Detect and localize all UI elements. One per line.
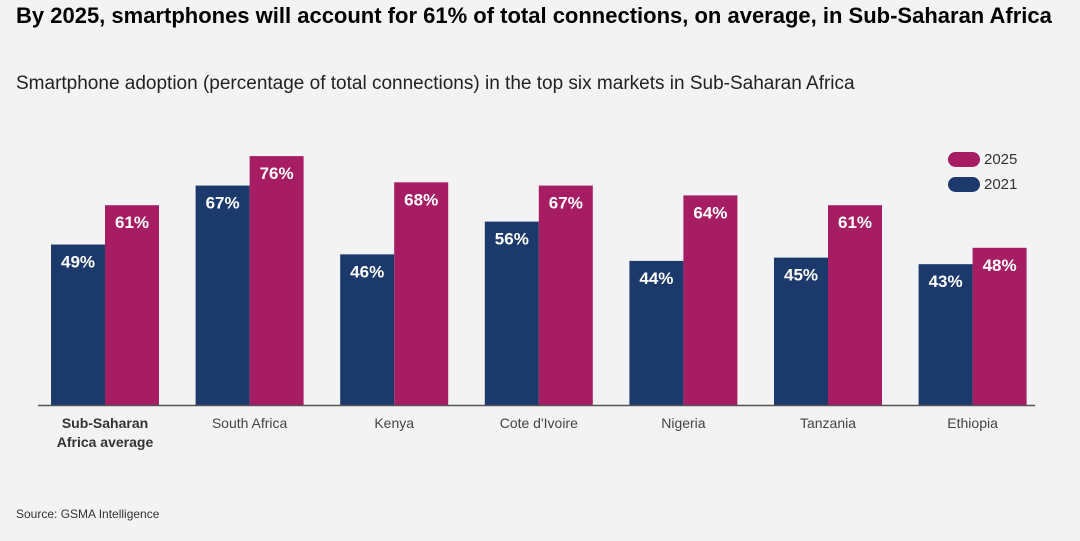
category-label-6: Ethiopia [947, 415, 998, 431]
category-label-1: South Africa [212, 415, 288, 431]
data-label-2025-6: 48% [983, 256, 1017, 275]
bar-2025-5 [828, 205, 882, 405]
category-label-line: South Africa [212, 415, 288, 431]
legend-label-2021: 2021 [984, 176, 1018, 193]
legend-label-2025: 2025 [984, 151, 1018, 168]
category-label-4: Nigeria [661, 415, 706, 431]
data-label-2021-2: 46% [350, 262, 384, 281]
legend-item-2025: 2025 [948, 147, 1017, 172]
legend: 2025 2021 [948, 147, 1017, 197]
bar-2025-1 [249, 156, 304, 405]
legend-item-2021: 2021 [948, 172, 1017, 197]
chart-title: By 2025, smartphones will account for 61… [16, 3, 1052, 28]
data-label-2025-0: 61% [115, 213, 149, 232]
bar-2021-6 [918, 264, 973, 405]
bar-chart: 49% 67% 46% 56% 44% 45% 43% 61% 76% 68% 67% 64% 61% 4… [38, 156, 1035, 450]
data-label-2021-5: 45% [784, 266, 818, 285]
data-label-2021-4: 44% [639, 269, 673, 288]
data-label-2021-3: 56% [495, 230, 529, 249]
category-label-3: Cote d'Ivoire [500, 415, 578, 431]
data-label-2025-3: 67% [549, 194, 583, 213]
data-label-2021-1: 67% [206, 194, 240, 213]
category-label-0: Sub-Saharan Africa average [57, 415, 154, 450]
category-label-line: Kenya [374, 415, 414, 431]
bar-2021-0 [51, 244, 105, 405]
category-label-line: Nigeria [661, 415, 706, 431]
data-label-2025-2: 68% [404, 190, 438, 209]
data-label-2025-5: 61% [838, 213, 872, 232]
bar-2025-2 [394, 182, 449, 405]
bar-2021-1 [195, 185, 250, 405]
category-label-2: Kenya [374, 415, 414, 431]
bar-2021-2 [340, 254, 395, 405]
category-label-line: Cote d'Ivoire [500, 415, 578, 431]
bar-2025-0 [105, 205, 159, 405]
source-note: Source: GSMA Intelligence [16, 507, 160, 521]
legend-swatch-2021 [948, 177, 980, 192]
bar-2021-4 [629, 260, 684, 405]
chart-subtitle: Smartphone adoption (percentage of total… [16, 73, 855, 94]
data-label-2021-6: 43% [929, 272, 963, 291]
data-label-2025-1: 76% [260, 164, 294, 183]
category-label-line: Africa average [57, 434, 154, 450]
data-label-2021-0: 49% [61, 253, 95, 272]
bar-2025-4 [683, 195, 738, 405]
category-label-line: Tanzania [800, 415, 856, 431]
category-label-line: Sub-Saharan [62, 415, 148, 431]
category-label-5: Tanzania [800, 415, 856, 431]
data-label-2025-4: 64% [693, 203, 727, 222]
legend-swatch-2025 [948, 152, 980, 167]
bar-2021-3 [484, 221, 539, 405]
bar-2025-3 [538, 185, 593, 405]
bar-2021-5 [774, 257, 828, 405]
bar-2025-6 [972, 247, 1027, 405]
category-label-line: Ethiopia [947, 415, 998, 431]
